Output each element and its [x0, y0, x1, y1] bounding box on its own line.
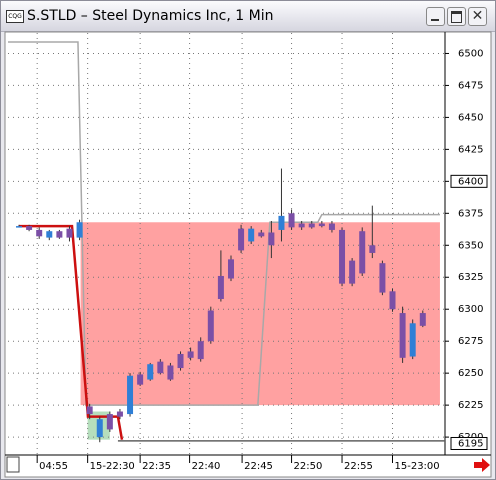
- indicator-line: [19, 224, 124, 440]
- candle-body: [419, 313, 426, 326]
- x-tick-label: 22:45: [244, 461, 273, 472]
- candle-body: [187, 351, 194, 358]
- window-title: S.STLD – Steel Dynamics Inc, 1 Min: [27, 8, 274, 24]
- candle-body: [106, 414, 113, 430]
- candle-body: [379, 263, 386, 293]
- candle-body: [278, 215, 285, 230]
- x-tick-label: 04:55: [39, 461, 68, 472]
- scroll-box[interactable]: [6, 456, 20, 473]
- x-tick-label: 22:55: [344, 461, 373, 472]
- x-tick-label: 15-22:30: [90, 461, 135, 472]
- candle-body: [56, 231, 63, 238]
- candle-body: [167, 365, 174, 380]
- candle-body: [389, 291, 396, 310]
- candle-body: [258, 232, 265, 237]
- candle-body: [248, 228, 255, 242]
- candle-body: [238, 228, 245, 251]
- candle-body: [227, 259, 234, 279]
- candle-body: [359, 231, 366, 274]
- close-button[interactable]: ✕: [468, 7, 487, 26]
- y-tick-label: 6350: [458, 240, 483, 251]
- candle-body: [339, 229, 346, 284]
- candle-body: [76, 222, 83, 238]
- x-tick-label: 15-23:00: [395, 461, 440, 472]
- x-tick-label: 22:40: [192, 461, 221, 472]
- price-marker-label: 6195: [458, 438, 483, 449]
- price-marker-box: [450, 436, 488, 450]
- indicator-line: [8, 41, 440, 406]
- y-tick-label: 6300: [458, 304, 483, 315]
- candle-body: [288, 213, 295, 228]
- candle-body: [66, 228, 73, 238]
- y-tick-label: 6225: [458, 400, 483, 411]
- candle-body: [86, 406, 93, 415]
- price-marker-box: [450, 174, 488, 188]
- y-tick-label: 6500: [458, 48, 483, 59]
- candle-body: [298, 223, 305, 228]
- maximize-button[interactable]: [447, 7, 466, 26]
- candle-body: [369, 245, 376, 253]
- y-tick-label: 6425: [458, 144, 483, 155]
- candle-body: [26, 226, 33, 230]
- minimize-button[interactable]: [426, 7, 445, 26]
- y-tick-label: 6275: [458, 336, 483, 347]
- candle-body: [157, 361, 164, 374]
- candle-body: [268, 232, 275, 246]
- price-marker-label: 6400: [458, 176, 483, 187]
- candle-body: [16, 226, 23, 228]
- y-tick-label: 6250: [458, 368, 483, 379]
- x-tick-label: 22:50: [294, 461, 323, 472]
- candle-body: [36, 229, 43, 237]
- app-icon: CQG: [6, 10, 24, 23]
- candle-body: [399, 313, 406, 358]
- candle-body: [409, 323, 416, 357]
- candle-body: [308, 223, 315, 228]
- y-tick-label: 6475: [458, 80, 483, 91]
- candle-body: [217, 275, 224, 299]
- candle-body: [127, 375, 134, 415]
- title-bar: CQG S.STLD – Steel Dynamics Inc, 1 Min ✕: [1, 1, 495, 32]
- scroll-right-arrow[interactable]: [474, 458, 490, 472]
- candle-body: [207, 310, 214, 342]
- candle-body: [46, 231, 53, 238]
- candle-body: [328, 223, 335, 230]
- candle-body: [318, 223, 325, 227]
- candle-body: [349, 260, 356, 284]
- y-tick-label: 6375: [458, 208, 483, 219]
- candle-body: [116, 411, 123, 417]
- candle-body: [147, 364, 154, 380]
- x-tick-label: 22:35: [142, 461, 171, 472]
- candle-body: [96, 419, 103, 438]
- candle-body: [137, 374, 144, 385]
- y-tick-label: 6450: [458, 112, 483, 123]
- candle-body: [177, 353, 184, 369]
- y-tick-label: 6325: [458, 272, 483, 283]
- candle-body: [197, 341, 204, 360]
